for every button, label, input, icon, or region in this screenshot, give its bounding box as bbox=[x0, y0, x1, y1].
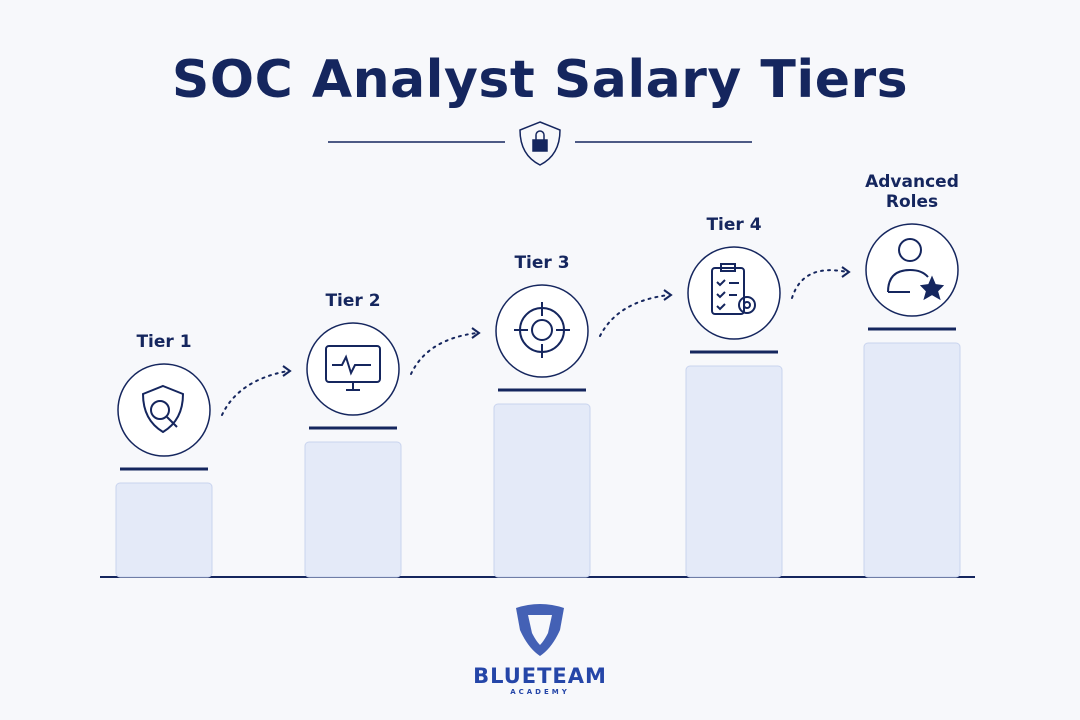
step-bar bbox=[493, 403, 591, 578]
step-bar bbox=[115, 482, 213, 578]
arrow-head bbox=[471, 327, 481, 339]
logo-mark bbox=[516, 604, 564, 656]
arrow bbox=[599, 294, 670, 337]
arrow bbox=[410, 332, 478, 375]
step-bar bbox=[685, 365, 783, 578]
tier-label: Tier 2 bbox=[325, 291, 381, 311]
arrow-head bbox=[663, 289, 673, 301]
tier-label: Tier 3 bbox=[514, 253, 570, 273]
icons bbox=[141, 238, 945, 434]
step-bar bbox=[863, 342, 961, 578]
tier-icon-ring bbox=[495, 284, 589, 378]
tier-label: Tier 1 bbox=[136, 332, 192, 352]
arrow bbox=[791, 269, 848, 299]
tier-label: Advanced Roles bbox=[865, 172, 959, 212]
tier-icon-ring bbox=[117, 363, 211, 457]
logo-name: BLUETEAM bbox=[473, 664, 607, 688]
logo-tagline: ACADEMY bbox=[510, 688, 570, 696]
arrow bbox=[221, 370, 289, 416]
tier-icon-ring bbox=[687, 246, 781, 340]
arrow-head bbox=[282, 365, 292, 377]
step-bar bbox=[304, 441, 402, 578]
title: SOC Analyst Salary Tiers bbox=[171, 50, 909, 110]
divider bbox=[328, 121, 752, 166]
arrow-head bbox=[841, 266, 851, 278]
tier-label: Tier 4 bbox=[706, 215, 762, 235]
